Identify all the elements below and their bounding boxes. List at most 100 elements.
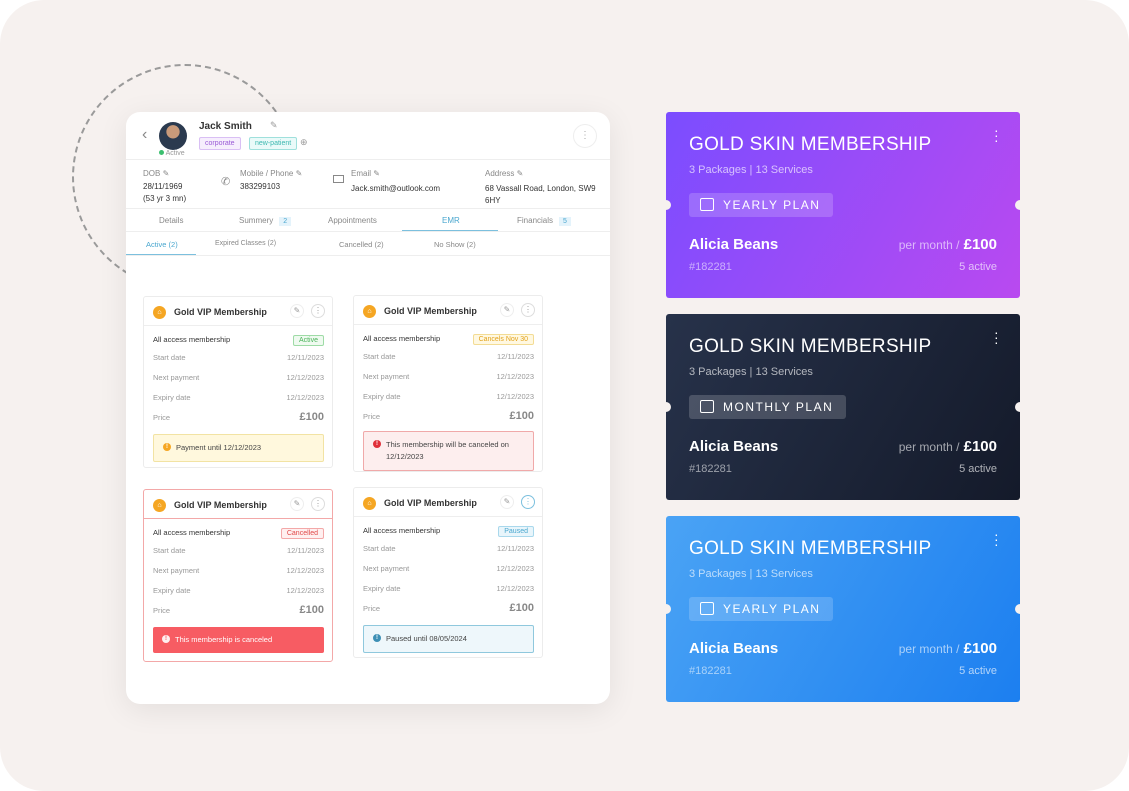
membership-icon: ⌂ — [363, 497, 376, 510]
back-icon[interactable]: ‹ — [142, 126, 148, 143]
price-value: £100 — [963, 640, 997, 657]
plan-title: GOLD SKIN MEMBERSHIP — [689, 134, 932, 155]
more-options-icon[interactable]: · · · — [994, 122, 999, 148]
status-badge: Cancels Nov 30 — [472, 334, 534, 345]
edit-icon[interactable]: ✎ — [500, 303, 514, 317]
plan-type-badge: MONTHLY PLAN — [689, 395, 847, 419]
more-icon[interactable]: ⋮ — [521, 495, 535, 509]
more-options-icon[interactable]: · · · — [994, 324, 999, 350]
email-icon — [333, 175, 344, 183]
membership-icon: ⌂ — [153, 499, 166, 512]
status-badge: Paused — [498, 526, 534, 537]
membership-icon: ⌂ — [153, 306, 166, 319]
subtab-cancelled[interactable]: Cancelled (2) — [339, 240, 384, 249]
membership-card: ⌂ Gold VIP Membership ✎ ⋮ All access mem… — [353, 487, 543, 658]
active-count: 5 active — [959, 261, 997, 273]
tab-badge: 5 — [559, 217, 571, 226]
more-icon[interactable]: ⋮ — [311, 304, 325, 318]
more-options-icon[interactable]: · · · — [994, 526, 999, 552]
tab-details[interactable]: Details — [159, 216, 184, 225]
alert-text: This membership will be canceled on 12/1… — [386, 440, 509, 461]
edit-icon[interactable]: ✎ — [290, 497, 304, 511]
membership-alert: ! This membership will be canceled on 12/… — [363, 431, 534, 471]
alert-icon: ! — [373, 634, 381, 642]
more-options-button[interactable]: ⋮ — [573, 124, 597, 148]
expiry-date-label: Expiry date — [153, 393, 191, 402]
plan-card[interactable]: GOLD SKIN MEMBERSHIP · · · 3 Packages | 13… — [661, 516, 1025, 702]
start-date-value: 12/11/2023 — [287, 353, 324, 362]
start-date-label: Start date — [153, 353, 186, 362]
price-value: £100 — [509, 410, 534, 422]
start-date-label: Start date — [363, 544, 396, 553]
edit-icon[interactable]: ✎ — [500, 495, 514, 509]
alert-icon: ! — [373, 440, 381, 448]
edit-icon[interactable]: ✎ — [290, 304, 304, 318]
next-payment-value: 12/12/2023 — [286, 566, 324, 575]
plan-card[interactable]: GOLD SKIN MEMBERSHIP · · · 3 Packages | 13… — [661, 112, 1025, 298]
plan-type: MONTHLY PLAN — [723, 400, 834, 414]
patient-name: Jack Smith — [199, 121, 252, 132]
price-period: per month / — [898, 642, 960, 656]
subtab-count: (2) — [374, 240, 384, 249]
phone-icon: ✆ — [221, 176, 231, 188]
membership-title: Gold VIP Membership — [384, 306, 477, 316]
subtab-no-show[interactable]: No Show (2) — [434, 240, 476, 249]
subtab-active[interactable]: Active (2) — [146, 240, 178, 249]
member-id: #182281 — [689, 665, 732, 677]
price-period: per month / — [898, 238, 960, 252]
price-value: £100 — [963, 438, 997, 455]
subtab-label: Cancelled — [339, 240, 373, 249]
expiry-date-label: Expiry date — [363, 584, 401, 593]
membership-title: Gold VIP Membership — [174, 500, 267, 510]
tab-label: Financials — [517, 216, 554, 225]
more-icon[interactable]: ⋮ — [521, 303, 535, 317]
expiry-date-label: Expiry date — [363, 392, 401, 401]
plan-subtitle: 3 Packages | 13 Services — [689, 568, 813, 580]
start-date-value: 12/11/2023 — [497, 544, 534, 553]
subtab-expired-classes[interactable]: Expired Classes (2) — [215, 240, 276, 247]
membership-card: ⌂ Gold VIP Membership ✎ ⋮ All access mem… — [353, 295, 543, 472]
dob-label: DOB — [143, 169, 161, 178]
status-badge: Active — [292, 335, 324, 346]
expiry-date-value: 12/12/2023 — [496, 392, 534, 401]
next-payment-value: 12/12/2023 — [496, 564, 534, 573]
subtab-count: (2) — [168, 240, 178, 249]
address-field: Address ✎ 68 Vassall Road, London, SW9 6… — [485, 169, 596, 205]
membership-type: All access membership — [363, 334, 441, 343]
next-payment-label: Next payment — [363, 372, 410, 381]
next-payment-value: 12/12/2023 — [496, 372, 534, 381]
expiry-date-label: Expiry date — [153, 586, 191, 595]
phone-field: Mobile / Phone ✎ 383299103 — [240, 169, 303, 191]
tab-appointments[interactable]: Appointments — [328, 216, 377, 225]
subtab-count: (2) — [267, 240, 277, 247]
plan-price: per month / £100 — [899, 640, 997, 657]
subtab-label: Expired Classes — [215, 240, 266, 247]
start-date-label: Start date — [363, 352, 396, 361]
membership-title: Gold VIP Membership — [174, 307, 267, 317]
avatar — [159, 122, 187, 150]
calendar-icon — [700, 602, 714, 615]
status-text: Active — [165, 150, 185, 157]
tab-financials[interactable]: Financials 5 — [517, 216, 571, 226]
membership-alert: ! Paused until 08/05/2024 — [363, 625, 534, 653]
add-tag-icon[interactable]: ⊕ — [300, 137, 308, 147]
membership-card: ⌂ Gold VIP Membership ✎ ⋮ All access mem… — [143, 296, 333, 468]
start-date-value: 12/11/2023 — [497, 352, 534, 361]
plan-subtitle: 3 Packages | 13 Services — [689, 366, 813, 378]
tab-emr[interactable]: EMR — [442, 216, 460, 225]
membership-card: ⌂ Gold VIP Membership ✎ ⋮ All access mem… — [143, 489, 333, 662]
membership-type: All access membership — [153, 335, 231, 344]
more-icon[interactable]: ⋮ — [311, 497, 325, 511]
tab-summery[interactable]: Summery 2 — [239, 216, 292, 226]
calendar-icon — [700, 400, 714, 413]
plan-title: GOLD SKIN MEMBERSHIP — [689, 336, 932, 357]
plan-card[interactable]: GOLD SKIN MEMBERSHIP · · · 3 Packages | 13… — [661, 314, 1025, 500]
plan-price: per month / £100 — [899, 236, 997, 253]
next-payment-value: 12/12/2023 — [286, 373, 324, 382]
subtab-label: No Show — [434, 240, 465, 249]
alert-icon: ! — [162, 635, 170, 643]
edit-name-icon[interactable]: ✎ — [270, 120, 278, 130]
address-line1: 68 Vassall Road, London, SW9 — [485, 184, 596, 193]
tab-label: Summery — [239, 216, 274, 225]
status-active: Active — [159, 150, 185, 157]
